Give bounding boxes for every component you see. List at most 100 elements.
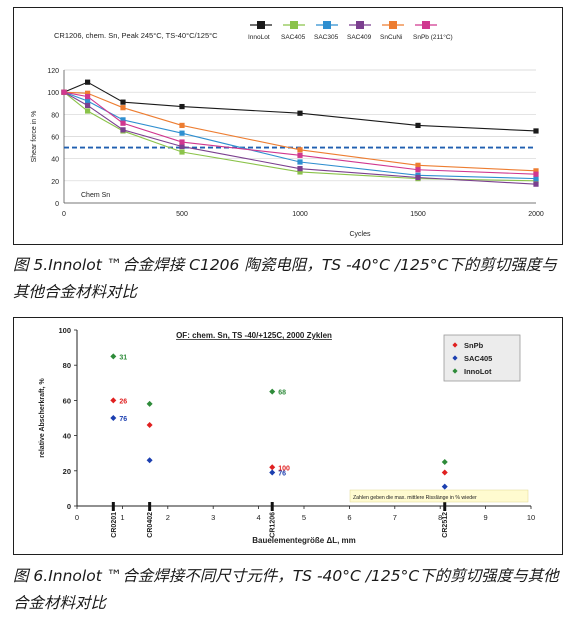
x-tick-label: 2000: [528, 211, 544, 218]
legend-label: SAC305: [314, 34, 339, 41]
data-point: [415, 122, 421, 129]
data-point: [146, 422, 153, 429]
x-tick-label: 1000: [292, 211, 308, 218]
note-text: Zahlen geben die max. mittlere Risslänge…: [353, 495, 477, 501]
y-tick-label: 20: [51, 179, 59, 186]
legend-marker: [422, 21, 430, 29]
data-point: [441, 469, 448, 476]
x-tick-label: 2: [166, 513, 170, 522]
data-point: [120, 127, 126, 133]
legend-marker: [323, 21, 331, 29]
component-label: CR1206: [270, 512, 277, 538]
data-point: [297, 169, 303, 175]
data-point: [533, 181, 539, 187]
data-point: [110, 415, 117, 421]
data-point: [297, 110, 303, 116]
y-tick-label: 20: [63, 467, 71, 476]
legend-marker: [452, 342, 458, 348]
y-tick-label: 80: [63, 361, 71, 370]
x-tick-label: 0: [75, 513, 79, 522]
series-line: [63, 91, 537, 172]
data-point: [269, 388, 276, 395]
x-tick-label: 5: [302, 513, 306, 522]
y-tick-label: 0: [67, 502, 71, 511]
data-point: [179, 139, 185, 145]
data-point: [533, 176, 539, 182]
data-point: [297, 166, 303, 172]
legend-label: SAC405: [281, 34, 306, 41]
data-point: [120, 105, 126, 111]
legend-label: SnPb: [464, 341, 484, 350]
data-point: [85, 102, 91, 109]
y-axis-label: Shear force in %: [31, 111, 38, 163]
chart-title: CR1206, chem. Sn, Peak 245°C, TS-40°C/12…: [54, 31, 218, 40]
data-point: [533, 128, 539, 134]
x-tick-label: 9: [484, 513, 488, 522]
data-point: [110, 353, 117, 360]
data-point: [120, 99, 126, 105]
legend-marker: [389, 21, 397, 29]
data-point: [415, 174, 421, 181]
legend-label: InnoLot: [464, 367, 492, 376]
data-point: [297, 159, 303, 165]
component-marker: [148, 502, 152, 511]
y-tick-label: 40: [63, 432, 71, 441]
scatter-chart: OF: chem. Sn, TS -40/+125C, 2000 Zyklen 0…: [39, 326, 535, 545]
data-point: [269, 464, 276, 471]
y-tick-label: 40: [51, 157, 59, 164]
data-point: [179, 103, 185, 110]
data-label: 26: [119, 398, 127, 405]
component-label: CR0201: [111, 512, 118, 538]
legend-marker: [356, 21, 364, 29]
data-label: 76: [278, 471, 286, 478]
x-tick-label: 3: [211, 513, 215, 522]
legend-label: InnoLot: [248, 34, 270, 41]
x-axis-label: Cycles: [349, 231, 371, 238]
x-tick-label: 7: [393, 513, 397, 522]
line-chart: CR1206, chem. Sn, Peak 245°C, TS-40°C/12…: [31, 21, 544, 238]
data-point: [415, 162, 421, 168]
x-tick-label: 10: [527, 513, 535, 522]
x-tick-label: 4: [257, 513, 261, 522]
data-point: [85, 98, 91, 104]
legend-label: SnPb (211°C): [413, 33, 453, 41]
data-point: [146, 400, 153, 407]
y-tick-label: 100: [47, 90, 59, 97]
data-label: 31: [119, 354, 127, 361]
legend-marker: [452, 355, 458, 361]
data-point: [533, 171, 539, 177]
data-point: [297, 147, 303, 153]
data-point: [179, 130, 185, 136]
x-tick-label: 8: [438, 513, 442, 522]
x-tick-label: 1500: [410, 211, 426, 218]
y-tick-label: 80: [51, 112, 59, 119]
data-point: [61, 89, 67, 95]
chart-panel-shear-force-vs-cycles: CR1206, chem. Sn, Peak 245°C, TS-40°C/12…: [13, 7, 563, 245]
y-axis-label: relative Abscherkraft, %: [39, 377, 46, 457]
x-tick-label: 1: [120, 513, 124, 522]
data-point: [179, 122, 185, 129]
data-point: [441, 483, 448, 490]
component-marker: [270, 502, 274, 511]
data-point: [179, 143, 185, 150]
component-marker: [443, 502, 447, 511]
data-point: [269, 469, 276, 476]
data-label: 68: [278, 390, 286, 397]
data-point: [110, 397, 117, 404]
data-point: [120, 120, 126, 126]
data-point: [85, 108, 91, 114]
note-box: [349, 489, 529, 503]
data-point: [179, 149, 185, 155]
data-point: [146, 457, 153, 464]
legend-marker: [290, 21, 298, 29]
x-tick-label: 500: [176, 211, 188, 218]
x-tick-label: 6: [347, 513, 351, 522]
x-tick-label: 0: [62, 211, 66, 218]
legend-label: SAC409: [347, 34, 372, 41]
component-marker: [111, 502, 115, 511]
component-label: CR2512: [442, 512, 449, 538]
legend-label: SnCuNi: [380, 34, 402, 41]
x-axis-label: Bauelementegröße ΔL, mm: [252, 536, 356, 545]
y-tick-label: 120: [47, 68, 59, 75]
component-label: CR0402: [147, 512, 154, 538]
